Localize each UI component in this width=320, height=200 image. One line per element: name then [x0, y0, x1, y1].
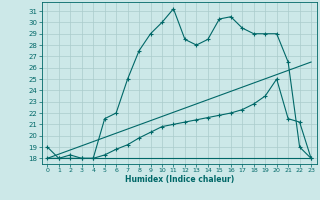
- X-axis label: Humidex (Indice chaleur): Humidex (Indice chaleur): [124, 175, 234, 184]
